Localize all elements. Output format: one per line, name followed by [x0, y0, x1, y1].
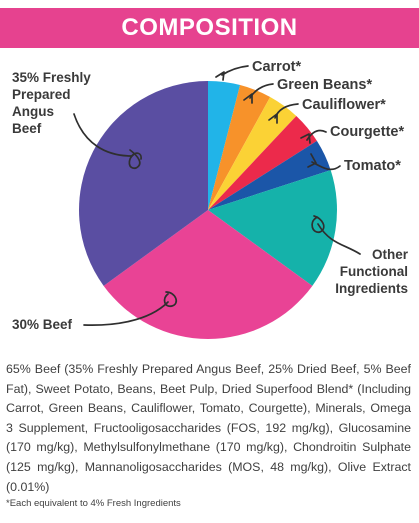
slice-label-green-beans: Green Beans* [277, 77, 372, 93]
page-title: COMPOSITION [121, 14, 298, 41]
callout-arrow-beef [83, 291, 178, 326]
pie-slice-other-functional-ingredients [208, 170, 337, 286]
slice-label-other-line-1: Other [372, 247, 409, 262]
slice-label-angus-line-1: 35% Freshly [12, 70, 91, 85]
callout-arrow-courgette [300, 129, 327, 144]
composition-banner: COMPOSITION [0, 8, 419, 48]
slice-label-cauliflower: Cauliflower* [302, 97, 386, 113]
footnote: *Each equivalent to 4% Fresh Ingredients [6, 498, 181, 509]
callout-arrow-angus [73, 113, 142, 170]
slice-label-other-line-3: Ingredients [335, 281, 408, 296]
callout-arrow-tomato [307, 153, 341, 171]
pie-slice-35-freshly-prepared-angus-beef [79, 81, 208, 286]
callout-arrow-cauliflower [268, 103, 299, 124]
pie-slice-courgette [208, 115, 317, 210]
slice-label-angus-line-2: Prepared [12, 87, 71, 102]
callout-arrow-green-beans [243, 83, 274, 104]
slice-label-courgette: Courgette* [330, 124, 404, 140]
slice-label-angus-line-4: Beef [12, 121, 42, 136]
slice-label-other-line-2: Functional [340, 264, 408, 279]
composition-description: 65% Beef (35% Freshly Prepared Angus Bee… [6, 362, 411, 494]
slice-label-beef: 30% Beef [12, 317, 73, 332]
pie-slice-cauliflower [208, 96, 297, 210]
pie-slice-30-beef [103, 210, 313, 339]
callout-arrow-carrot [215, 65, 249, 81]
pie-slice-green-beans [208, 85, 271, 210]
pie-slice-tomato [208, 140, 331, 210]
slice-label-angus-line-3: Angus [12, 104, 54, 119]
composition-pie-chart: Carrot* Green Beans* Cauliflower* Courgette… [12, 59, 409, 339]
callout-arrow-other [311, 215, 361, 255]
slice-label-carrot: Carrot* [252, 59, 302, 75]
pie-slice-carrot [208, 81, 241, 210]
slice-label-tomato: Tomato* [344, 158, 401, 174]
